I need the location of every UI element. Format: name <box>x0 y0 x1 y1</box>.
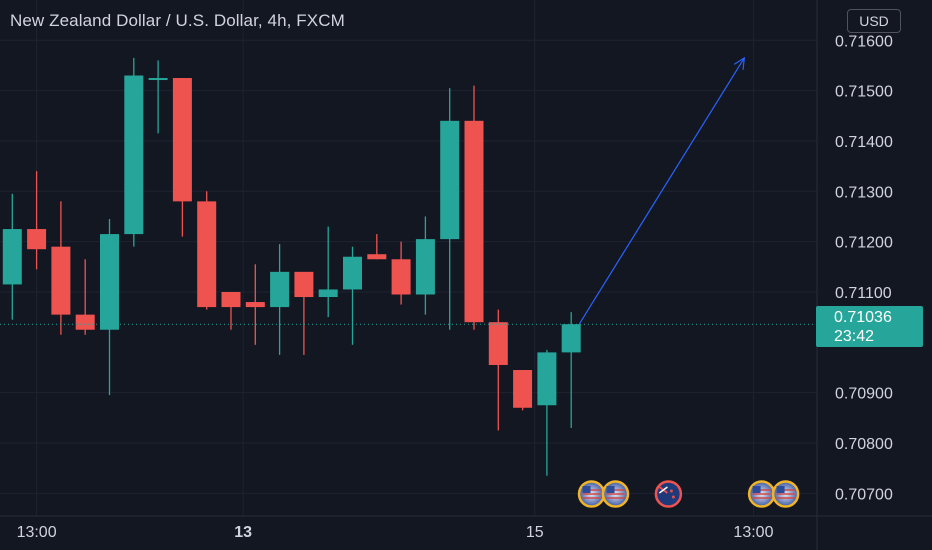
candle <box>513 370 533 411</box>
candle-body <box>2 229 22 285</box>
flag-cross <box>658 486 668 494</box>
candle <box>464 85 484 330</box>
flag-canton <box>582 486 591 493</box>
price-tick-label: 0.71200 <box>835 235 893 252</box>
candle <box>270 244 290 355</box>
candle <box>343 246 362 345</box>
candle-countdown: 23:42 <box>834 328 875 345</box>
time-tick-label: 15 <box>526 524 544 541</box>
candle-body <box>488 322 508 365</box>
candle <box>537 349 557 476</box>
candle <box>221 291 241 330</box>
flag-canton <box>752 486 761 493</box>
last-price-tag: 0.71036 23:42 <box>816 306 923 347</box>
candle <box>391 241 411 305</box>
candle <box>294 271 314 355</box>
candle <box>148 60 168 134</box>
flag-canton <box>606 486 615 493</box>
candle <box>197 191 217 310</box>
grid <box>0 0 817 516</box>
candle-body <box>245 302 265 308</box>
candle-body <box>197 201 217 308</box>
price-tick-label: 0.71400 <box>835 134 893 151</box>
candle-body <box>51 246 71 315</box>
time-tick-label: 13 <box>234 524 252 541</box>
event-marker[interactable] <box>577 480 630 508</box>
candle <box>415 216 435 315</box>
currency-button[interactable]: USD <box>847 9 901 33</box>
price-tick-label: 0.71500 <box>835 84 893 101</box>
candle-body <box>172 78 192 202</box>
trend-arrow <box>578 56 746 325</box>
candle-body <box>270 271 290 308</box>
price-axis: 0.71600 0.71500 0.71400 0.71300 0.71200 0.711… <box>835 33 893 503</box>
candle <box>100 218 119 396</box>
candle-body <box>75 314 95 330</box>
candle-body <box>343 256 362 290</box>
candle <box>172 78 192 237</box>
candle-body <box>561 324 581 353</box>
last-price-value: 0.71036 <box>834 309 892 326</box>
candle-body <box>124 75 144 235</box>
candle-body <box>367 254 387 260</box>
arrow-head <box>733 56 746 70</box>
candle-body <box>513 370 533 408</box>
price-tick-label: 0.70800 <box>835 436 893 453</box>
candle-body <box>440 120 460 240</box>
candle-body <box>464 120 484 323</box>
price-tick-label: 0.71100 <box>835 285 892 302</box>
flag-canton <box>776 486 785 493</box>
price-tick-label: 0.70900 <box>835 386 893 403</box>
candle <box>124 57 144 247</box>
candle <box>367 234 387 260</box>
candle-body <box>27 229 47 250</box>
candles <box>2 57 581 476</box>
candle-body <box>537 352 557 406</box>
candle <box>27 171 47 270</box>
candle <box>2 193 22 320</box>
candle-body <box>391 259 411 295</box>
nz-flag-icon <box>654 480 683 508</box>
candle-body <box>294 271 314 298</box>
time-tick-label: 13:00 <box>17 524 57 541</box>
economic-events <box>577 480 800 508</box>
event-marker[interactable] <box>747 480 800 508</box>
time-tick-label: 13:00 <box>733 524 773 541</box>
candle <box>75 259 95 335</box>
candle-body <box>100 234 119 330</box>
candle-body <box>318 289 338 298</box>
price-tick-label: 0.71300 <box>835 184 893 201</box>
candle <box>318 226 338 318</box>
candle <box>440 88 460 330</box>
flag-star <box>669 489 673 493</box>
candle <box>561 312 581 428</box>
candle <box>51 201 71 335</box>
candle-body <box>415 239 435 295</box>
candle-body <box>221 291 241 308</box>
event-marker[interactable] <box>654 480 683 508</box>
flag-star <box>671 495 675 499</box>
chart-title: New Zealand Dollar / U.S. Dollar, 4h, FX… <box>10 11 345 30</box>
price-tick-label: 0.71600 <box>835 33 893 50</box>
candle <box>488 309 508 431</box>
time-axis: 13:00 13 15 13:00 <box>17 524 774 541</box>
candle-body <box>148 78 168 81</box>
price-tick-label: 0.70700 <box>835 486 893 503</box>
candle <box>245 264 265 345</box>
arrow-line <box>578 57 745 325</box>
